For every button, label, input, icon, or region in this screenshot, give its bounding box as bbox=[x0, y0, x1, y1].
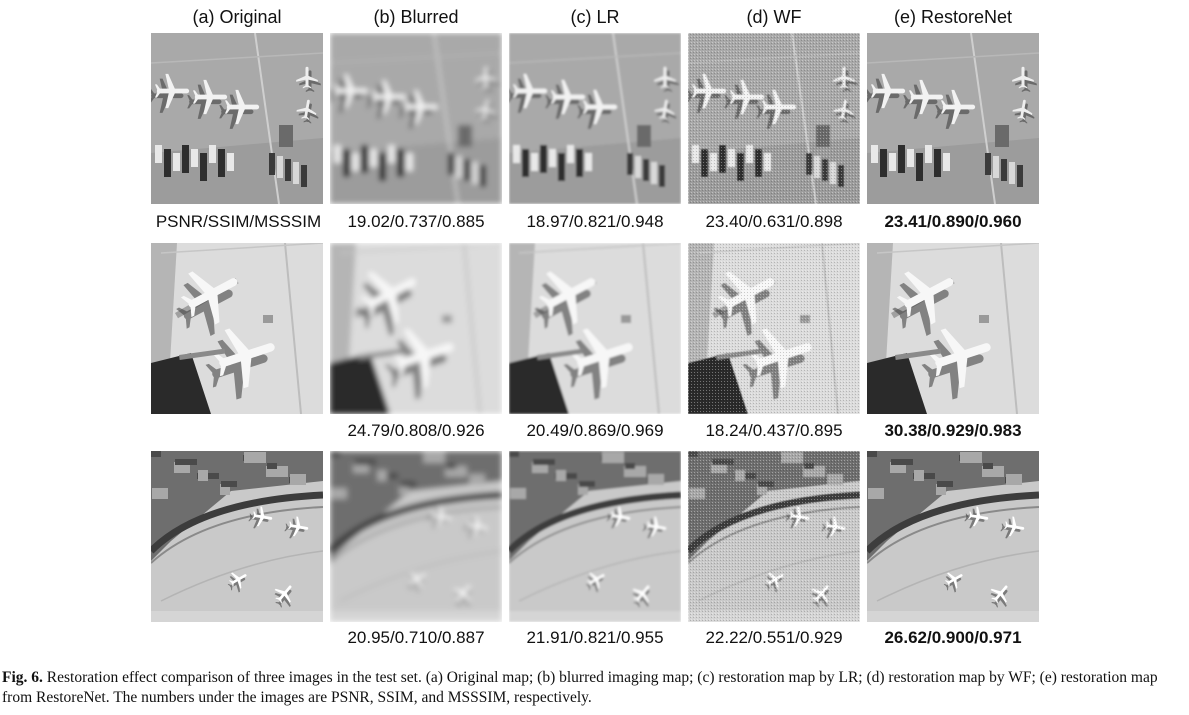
image-row1-original bbox=[151, 33, 323, 204]
metric-row3-wf: 22.22/0.551/0.929 bbox=[705, 628, 843, 647]
metric-row3-lr: 21.91/0.821/0.955 bbox=[526, 628, 664, 647]
image-row2-wf bbox=[688, 243, 860, 414]
metric-row2-blurred: 24.79/0.808/0.926 bbox=[347, 421, 485, 440]
metric-row1-wf: 23.40/0.631/0.898 bbox=[705, 212, 843, 231]
column-header-restorenet: (e) RestoreNet bbox=[893, 7, 1013, 27]
figure-caption-text: Restoration effect comparison of three i… bbox=[2, 669, 1158, 706]
metric-row1-lr: 18.97/0.821/0.948 bbox=[526, 212, 664, 231]
image-row3-blurred bbox=[330, 451, 502, 622]
figure-caption: Fig. 6. Restoration effect comparison of… bbox=[2, 668, 1186, 708]
column-header-blurred: (b) Blurred bbox=[373, 7, 459, 27]
metric-row1-restorenet: 23.41/0.890/0.960 bbox=[884, 212, 1022, 231]
metric-label: PSNR/SSIM/MSSSIM bbox=[155, 212, 322, 231]
image-row1-restorenet bbox=[867, 33, 1039, 204]
image-row3-lr bbox=[509, 451, 681, 622]
column-header-lr: (c) LR bbox=[570, 7, 620, 27]
metric-row1-blurred: 19.02/0.737/0.885 bbox=[347, 212, 485, 231]
image-row3-wf bbox=[688, 451, 860, 622]
metric-row3-restorenet: 26.62/0.900/0.971 bbox=[884, 628, 1022, 647]
image-row2-original bbox=[151, 243, 323, 414]
metric-row3-blurred: 20.95/0.710/0.887 bbox=[347, 628, 485, 647]
image-row2-lr bbox=[509, 243, 681, 414]
metric-row2-restorenet: 30.38/0.929/0.983 bbox=[884, 421, 1022, 440]
figure-label: Fig. 6. bbox=[2, 669, 43, 686]
metric-row2-wf: 18.24/0.437/0.895 bbox=[705, 421, 843, 440]
image-row1-lr bbox=[509, 33, 681, 204]
image-row3-restorenet bbox=[867, 451, 1039, 622]
metric-row2-lr: 20.49/0.869/0.969 bbox=[526, 421, 664, 440]
column-header-wf: (d) WF bbox=[746, 7, 802, 27]
column-header-original: (a) Original bbox=[192, 7, 282, 27]
image-row2-restorenet bbox=[867, 243, 1039, 414]
image-row1-blurred bbox=[330, 33, 502, 204]
image-row3-original bbox=[151, 451, 323, 622]
image-row1-wf bbox=[688, 33, 860, 204]
image-row2-blurred bbox=[330, 243, 502, 414]
